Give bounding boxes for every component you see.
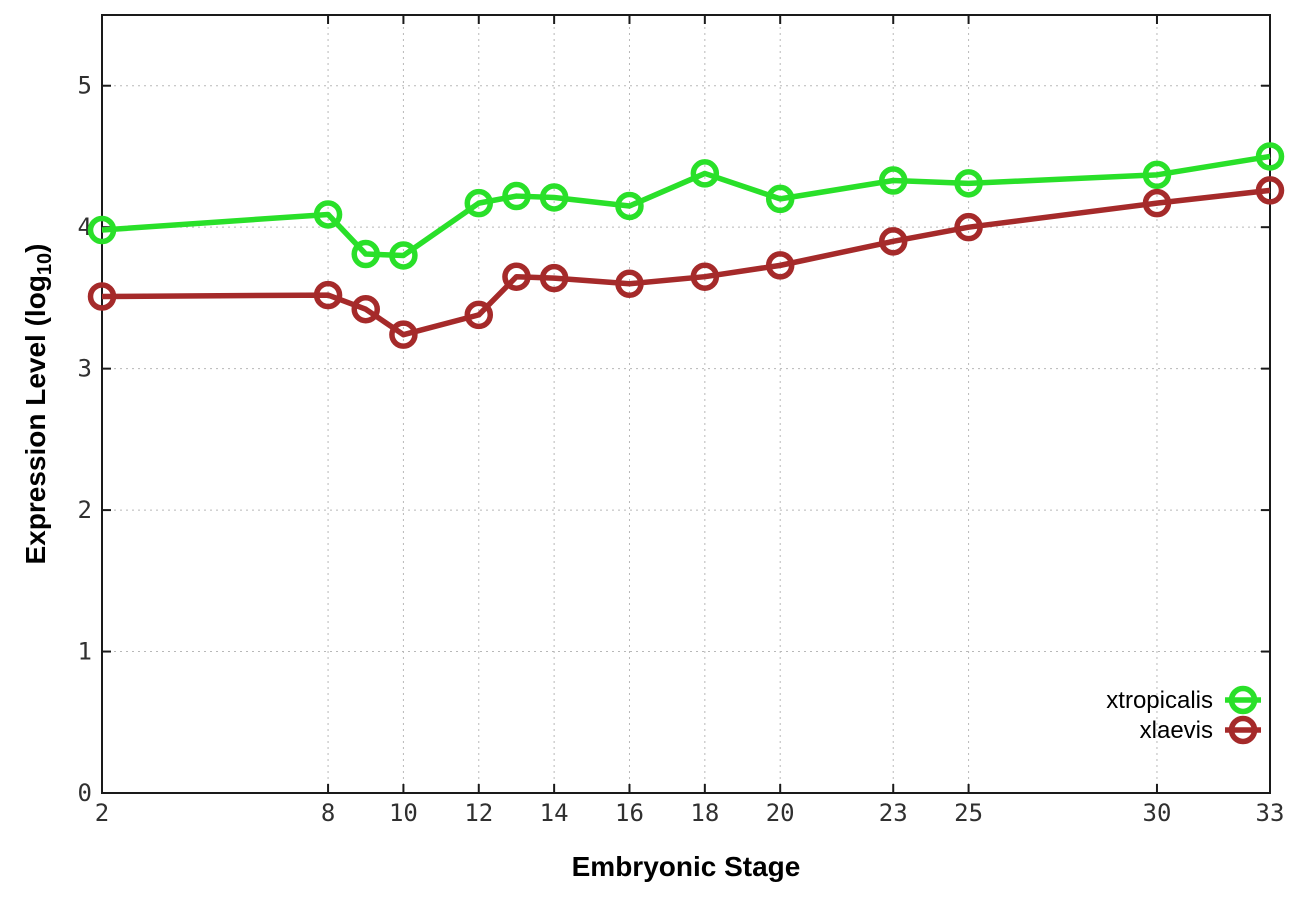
data-point-xlaevis <box>878 227 908 256</box>
y-tick-label: 3 <box>78 355 92 383</box>
x-tick-label: 14 <box>540 799 569 827</box>
y-axis-title-text: Expression Level (log <box>20 275 51 565</box>
data-point-xtropicalis <box>389 241 418 270</box>
legend-marker-xlaevis <box>1228 715 1258 745</box>
data-point-xlaevis <box>615 269 644 299</box>
data-point-xlaevis <box>87 282 117 311</box>
y-tick-label: 0 <box>78 779 92 807</box>
data-point-xtropicalis <box>464 188 494 218</box>
data-point-xlaevis <box>1142 188 1172 218</box>
plot-border <box>101 14 1271 794</box>
x-tick-label: 25 <box>954 799 983 827</box>
data-point-xtropicalis <box>351 239 380 269</box>
data-point-xlaevis <box>464 300 494 330</box>
x-tick-label: 18 <box>690 799 719 827</box>
data-point-xlaevis <box>539 263 569 293</box>
data-point-xtropicalis <box>502 181 531 211</box>
data-point-xtropicalis <box>615 191 644 221</box>
legend-marker-xtropicalis <box>1228 685 1258 715</box>
data-point-xtropicalis <box>539 183 569 212</box>
data-point-xlaevis <box>954 212 983 242</box>
legend-label-xtropicalis: xtropicalis <box>1106 687 1213 714</box>
y-tick-label: 1 <box>78 638 92 666</box>
data-point-xtropicalis <box>87 215 117 245</box>
x-tick-label: 30 <box>1143 799 1172 827</box>
data-point-xlaevis <box>389 320 418 349</box>
data-point-xtropicalis <box>1142 160 1172 190</box>
y-tick-label: 2 <box>78 496 92 524</box>
data-point-xtropicalis <box>765 184 795 214</box>
y-axis-title-subscript: 10 <box>34 252 56 276</box>
x-tick-label: 20 <box>766 799 795 827</box>
data-point-xlaevis <box>1255 176 1285 205</box>
data-point-xtropicalis <box>690 159 720 188</box>
series-line-xlaevis <box>101 187 1271 338</box>
x-tick-label: 33 <box>1256 799 1285 827</box>
data-point-xtropicalis <box>313 200 343 229</box>
data-point-xlaevis <box>765 251 795 280</box>
data-point-xlaevis <box>690 262 720 291</box>
x-tick-label: 23 <box>879 799 908 827</box>
series-line-xtropicalis <box>101 153 1271 259</box>
x-tick-label: 2 <box>95 799 109 827</box>
x-axis-title: Embryonic Stage <box>571 851 801 882</box>
y-tick-label: 5 <box>78 72 92 100</box>
data-point-xlaevis <box>351 294 380 324</box>
y-axis-title-close: ) <box>20 243 51 253</box>
x-tick-label: 12 <box>464 799 493 827</box>
x-tick-label: 16 <box>615 799 644 827</box>
legend-label-xlaevis: xlaevis <box>1140 717 1213 744</box>
data-point-xtropicalis <box>954 169 983 198</box>
data-point-xtropicalis <box>1255 142 1285 171</box>
x-tick-label: 8 <box>321 799 335 827</box>
data-point-xlaevis <box>313 280 343 310</box>
data-point-xtropicalis <box>878 166 908 195</box>
data-point-xlaevis <box>502 262 531 291</box>
x-tick-label: 10 <box>389 799 418 827</box>
y-axis-title: Expression Level (log10) <box>20 243 56 565</box>
